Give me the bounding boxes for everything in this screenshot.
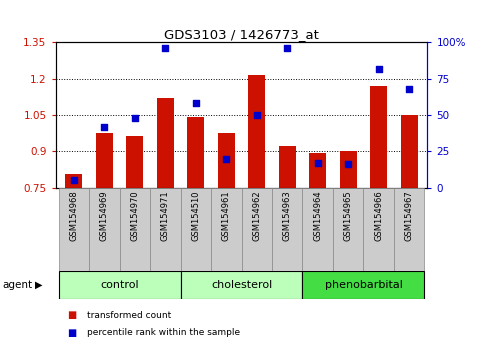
Text: ■: ■ [68, 328, 77, 338]
Bar [157, 98, 174, 188]
Point [253, 112, 261, 118]
Point [405, 86, 413, 92]
Text: phenobarbital: phenobarbital [325, 280, 402, 290]
Bar [370, 86, 387, 188]
Bar [309, 153, 326, 188]
Point [284, 45, 291, 51]
Text: GSM154966: GSM154966 [374, 190, 383, 241]
Text: ■: ■ [68, 310, 77, 320]
Text: GSM154965: GSM154965 [344, 190, 353, 241]
Text: cholesterol: cholesterol [211, 280, 272, 290]
Point [70, 178, 78, 183]
Text: GSM154510: GSM154510 [191, 190, 200, 241]
Text: GSM154961: GSM154961 [222, 190, 231, 241]
Bar [248, 75, 265, 188]
Point [161, 45, 169, 51]
Bar [211, 188, 242, 271]
Point [192, 101, 199, 106]
Text: GSM154968: GSM154968 [70, 190, 78, 241]
Bar [333, 188, 363, 271]
Bar [66, 174, 82, 188]
Bar [58, 272, 181, 298]
Bar [272, 188, 302, 271]
Bar [401, 115, 417, 188]
Text: agent: agent [2, 280, 32, 290]
Bar [96, 133, 113, 188]
Bar [302, 188, 333, 271]
Bar [242, 188, 272, 271]
Point [100, 124, 108, 130]
Text: GSM154963: GSM154963 [283, 190, 292, 241]
Text: GSM154967: GSM154967 [405, 190, 413, 241]
Text: control: control [100, 280, 139, 290]
Point [375, 66, 383, 72]
Bar [89, 188, 120, 271]
Text: ▶: ▶ [35, 280, 43, 290]
Bar [340, 152, 356, 188]
Bar [218, 133, 235, 188]
Point [314, 160, 322, 166]
Bar [279, 147, 296, 188]
Text: GSM154962: GSM154962 [252, 190, 261, 241]
Bar [302, 272, 425, 298]
Bar [181, 188, 211, 271]
Bar [58, 188, 89, 271]
Point [344, 161, 352, 167]
Text: transformed count: transformed count [87, 310, 171, 320]
Bar [120, 188, 150, 271]
Point [222, 156, 230, 161]
Bar [187, 118, 204, 188]
Bar [150, 188, 181, 271]
Bar [181, 272, 302, 298]
Text: GSM154971: GSM154971 [161, 190, 170, 241]
Text: percentile rank within the sample: percentile rank within the sample [87, 328, 240, 337]
Text: GSM154964: GSM154964 [313, 190, 322, 241]
Bar [394, 188, 425, 271]
Text: GSM154970: GSM154970 [130, 190, 139, 241]
Bar [363, 188, 394, 271]
Text: GSM154969: GSM154969 [100, 190, 109, 241]
Title: GDS3103 / 1426773_at: GDS3103 / 1426773_at [164, 28, 319, 41]
Bar [127, 136, 143, 188]
Point [131, 115, 139, 121]
